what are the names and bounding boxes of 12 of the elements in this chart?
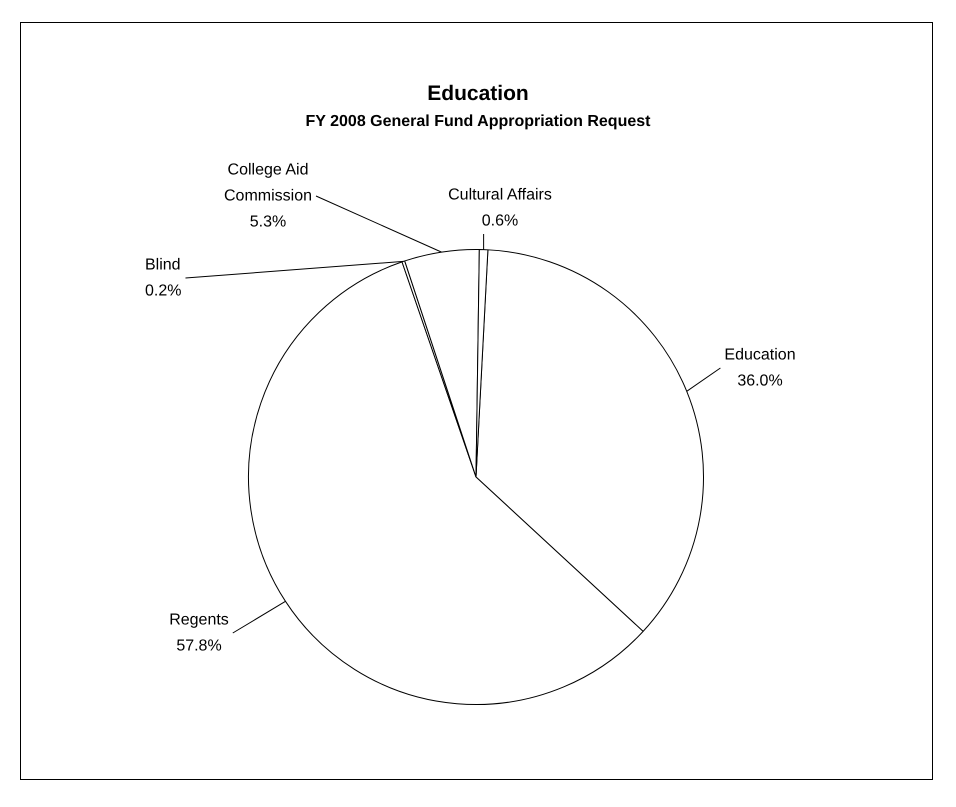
data-label: 5.3% [250, 213, 286, 230]
data-label: 0.2% [145, 282, 182, 300]
chart-title: Education [426, 82, 530, 106]
slice-label: Regents [169, 611, 229, 628]
data-label: 36.0% [737, 372, 783, 390]
chart-subtitle: FY 2008 General Fund Appropriation Request [304, 113, 652, 131]
data-label: 57.8% [176, 637, 222, 654]
slice-label: Cultural Affairs [448, 186, 552, 204]
slice-label: Blind [145, 256, 181, 274]
data-label: 0.6% [482, 212, 518, 230]
slice-label: College Aid Commission [224, 161, 312, 204]
slice-label: Education [724, 346, 796, 364]
